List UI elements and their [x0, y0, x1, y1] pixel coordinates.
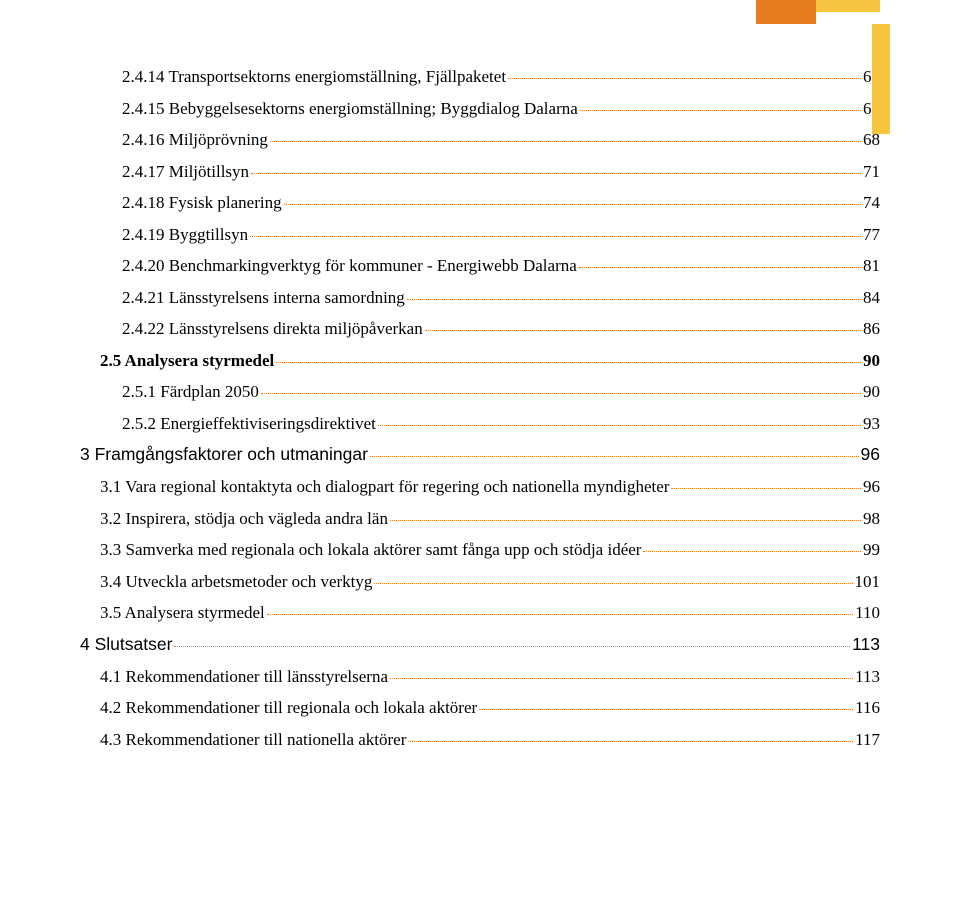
- toc-entry: 3.5 Analysera styrmedel 110: [80, 604, 880, 621]
- table-of-contents: 2.4.14 Transportsektorns energiomställni…: [80, 68, 880, 748]
- toc-entry: 2.4.18 Fysisk planering 74: [80, 194, 880, 211]
- header-decoration: [756, 0, 880, 24]
- toc-leader-dots: [174, 646, 850, 647]
- toc-entry-page: 113: [855, 668, 880, 685]
- toc-leader-dots: [374, 583, 852, 584]
- toc-entry-title: 2.4.15 Bebyggelsesektorns energiomställn…: [122, 100, 578, 117]
- toc-entry-title: 4.1 Rekommendationer till länsstyrelsern…: [100, 668, 388, 685]
- toc-entry: 2.4.19 Byggtillsyn 77: [80, 226, 880, 243]
- toc-entry: 2.5.1 Färdplan 2050 90: [80, 383, 880, 400]
- toc-entry-title: 2.5.2 Energieffektiviseringsdirektivet: [122, 415, 376, 432]
- toc-entry: 2.4.15 Bebyggelsesektorns energiomställn…: [80, 100, 880, 117]
- toc-leader-dots: [390, 520, 861, 521]
- toc-leader-dots: [580, 110, 861, 111]
- toc-entry-title: 3 Framgångsfaktorer och utmaningar: [80, 446, 368, 464]
- decor-orange-block: [756, 0, 816, 24]
- toc-entry-title: 3.3 Samverka med regionala och lokala ak…: [100, 541, 641, 558]
- toc-leader-dots: [250, 236, 861, 237]
- toc-leader-dots: [251, 173, 861, 174]
- toc-leader-dots: [270, 141, 861, 142]
- toc-entry-page: 98: [863, 510, 880, 527]
- toc-entry-title: 3.1 Vara regional kontaktyta och dialogp…: [100, 478, 669, 495]
- toc-entry-page: 110: [855, 604, 880, 621]
- toc-entry-page: 96: [861, 446, 880, 464]
- toc-leader-dots: [378, 425, 861, 426]
- toc-entry-title: 2.4.21 Länsstyrelsens interna samordning: [122, 289, 405, 306]
- toc-entry-title: 3.2 Inspirera, stödja och vägleda andra …: [100, 510, 388, 527]
- toc-entry-title: 2.4.17 Miljötillsyn: [122, 163, 249, 180]
- toc-leader-dots: [370, 456, 859, 457]
- toc-entry: 3.1 Vara regional kontaktyta och dialogp…: [80, 478, 880, 495]
- toc-entry-title: 4.2 Rekommendationer till regionala och …: [100, 699, 477, 716]
- toc-entry: 2.4.21 Länsstyrelsens interna samordning…: [80, 289, 880, 306]
- toc-entry: 4.2 Rekommendationer till regionala och …: [80, 699, 880, 716]
- toc-leader-dots: [276, 362, 861, 363]
- toc-entry-title: 2.4.14 Transportsektorns energiomställni…: [122, 68, 506, 85]
- toc-entry: 3.2 Inspirera, stödja och vägleda andra …: [80, 510, 880, 527]
- toc-leader-dots: [284, 204, 861, 205]
- toc-entry-page: 113: [852, 636, 880, 654]
- toc-leader-dots: [425, 330, 861, 331]
- toc-entry-page: 86: [863, 320, 880, 337]
- toc-entry: 3.4 Utveckla arbetsmetoder och verktyg 10…: [80, 573, 880, 590]
- toc-entry: 3 Framgångsfaktorer och utmaningar 96: [80, 446, 880, 464]
- toc-entry: 3.3 Samverka med regionala och lokala ak…: [80, 541, 880, 558]
- toc-entry-title: 2.4.18 Fysisk planering: [122, 194, 282, 211]
- toc-entry-page: 71: [863, 163, 880, 180]
- toc-entry-title: 2.5.1 Färdplan 2050: [122, 383, 259, 400]
- toc-entry: 2.4.17 Miljötillsyn 71: [80, 163, 880, 180]
- toc-entry: 2.4.20 Benchmarkingverktyg för kommuner …: [80, 257, 880, 274]
- toc-entry: 4 Slutsatser 113: [80, 636, 880, 654]
- toc-entry: 2.5.2 Energieffektiviseringsdirektivet 93: [80, 415, 880, 432]
- toc-entry-title: 4 Slutsatser: [80, 636, 172, 654]
- toc-entry-page: 90: [863, 383, 880, 400]
- toc-entry: 2.5 Analysera styrmedel 90: [80, 352, 880, 369]
- toc-entry-page: 84: [863, 289, 880, 306]
- toc-entry-title: 2.4.19 Byggtillsyn: [122, 226, 248, 243]
- toc-entry-page: 77: [863, 226, 880, 243]
- toc-entry: 2.4.22 Länsstyrelsens direkta miljöpåver…: [80, 320, 880, 337]
- toc-entry-title: 2.4.20 Benchmarkingverktyg för kommuner …: [122, 257, 577, 274]
- toc-entry-page: 96: [863, 478, 880, 495]
- toc-entry-page: 90: [863, 352, 880, 369]
- toc-entry-title: 2.4.16 Miljöprövning: [122, 131, 268, 148]
- toc-entry-title: 4.3 Rekommendationer till nationella akt…: [100, 731, 406, 748]
- toc-leader-dots: [261, 393, 861, 394]
- toc-leader-dots: [671, 488, 861, 489]
- toc-entry-page: 93: [863, 415, 880, 432]
- decor-yellow-side-block: [872, 24, 890, 134]
- toc-entry-page: 116: [855, 699, 880, 716]
- toc-leader-dots: [267, 614, 853, 615]
- toc-leader-dots: [479, 709, 853, 710]
- toc-entry: 4.1 Rekommendationer till länsstyrelsern…: [80, 668, 880, 685]
- toc-leader-dots: [408, 741, 853, 742]
- toc-leader-dots: [579, 267, 861, 268]
- toc-leader-dots: [643, 551, 861, 552]
- decor-yellow-top-block: [816, 0, 880, 12]
- toc-entry: 2.4.14 Transportsektorns energiomställni…: [80, 68, 880, 85]
- toc-leader-dots: [407, 299, 861, 300]
- toc-entry-page: 81: [863, 257, 880, 274]
- toc-entry-page: 117: [855, 731, 880, 748]
- toc-entry-page: 101: [855, 573, 881, 590]
- toc-entry: 2.4.16 Miljöprövning68: [80, 131, 880, 148]
- toc-leader-dots: [390, 678, 853, 679]
- toc-entry-title: 2.4.22 Länsstyrelsens direkta miljöpåver…: [122, 320, 423, 337]
- toc-entry-page: 74: [863, 194, 880, 211]
- toc-entry-page: 99: [863, 541, 880, 558]
- toc-entry-title: 3.4 Utveckla arbetsmetoder och verktyg: [100, 573, 372, 590]
- toc-entry-title: 2.5 Analysera styrmedel: [100, 352, 274, 369]
- toc-entry: 4.3 Rekommendationer till nationella akt…: [80, 731, 880, 748]
- toc-leader-dots: [508, 78, 861, 79]
- toc-entry-title: 3.5 Analysera styrmedel: [100, 604, 265, 621]
